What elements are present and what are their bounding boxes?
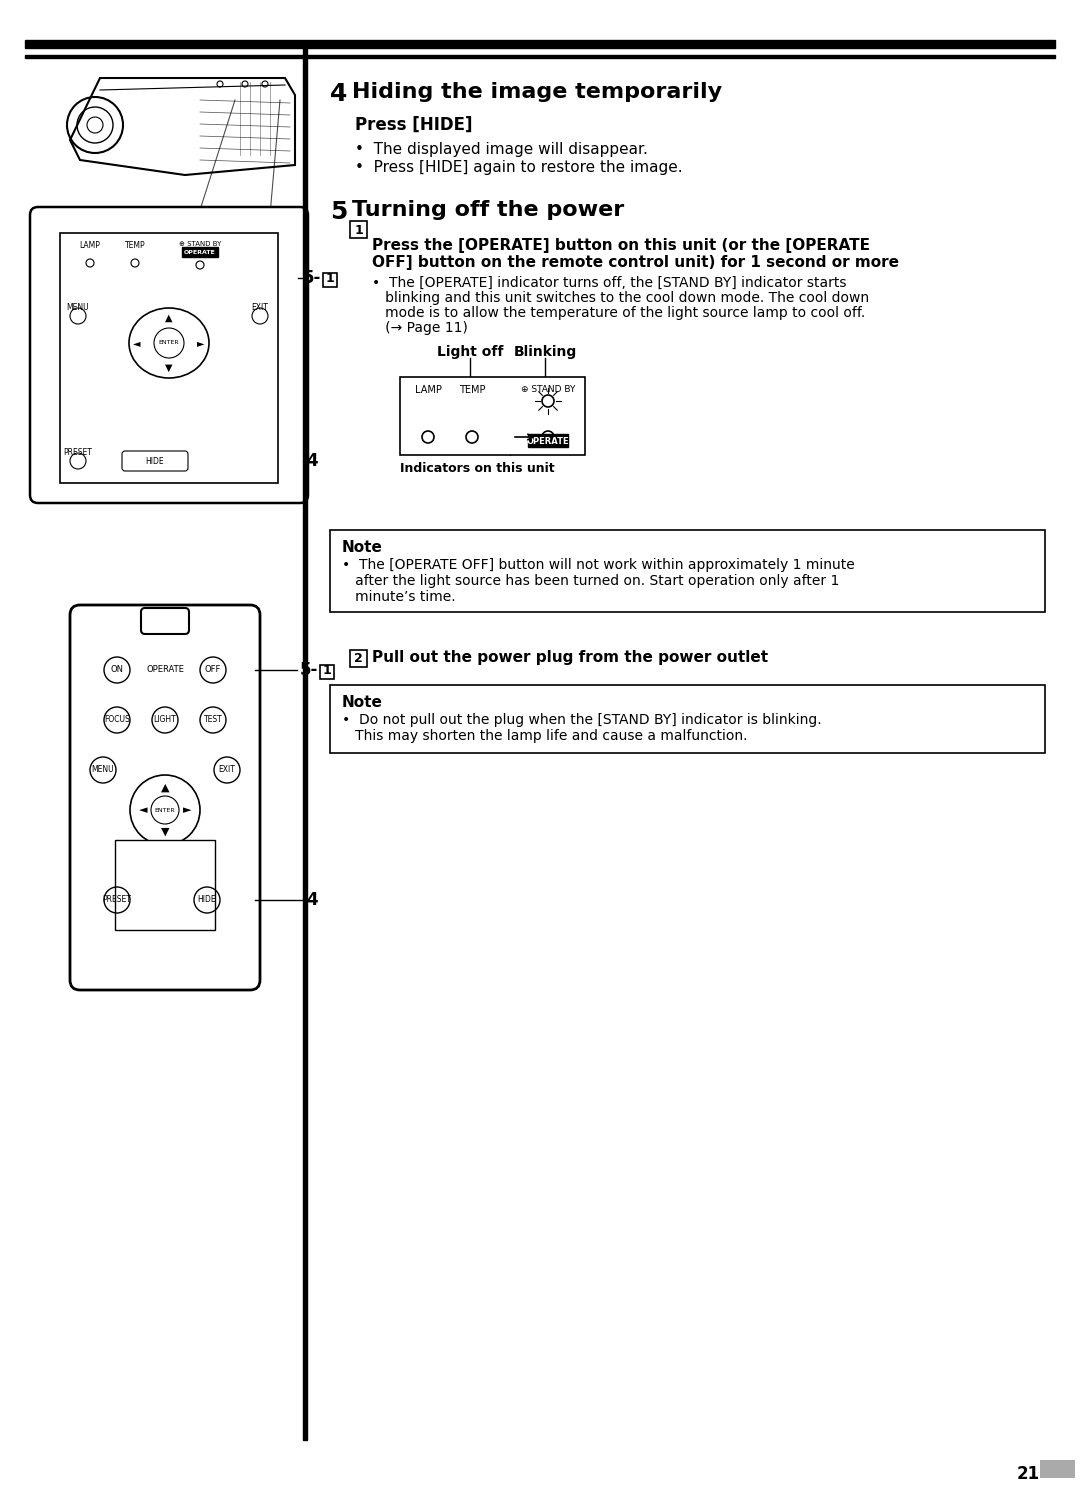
Text: LIGHT: LIGHT [153,716,176,725]
Text: ▲: ▲ [161,783,170,793]
Text: •  The [OPERATE OFF] button will not work within approximately 1 minute: • The [OPERATE OFF] button will not work… [342,558,854,572]
Text: OPERATE: OPERATE [184,249,216,254]
Text: ▼: ▼ [161,827,170,838]
Text: ►: ► [183,805,191,815]
Text: 4: 4 [330,82,348,105]
FancyBboxPatch shape [30,206,308,503]
Text: PRESET: PRESET [103,895,132,904]
Text: ON: ON [110,665,123,674]
Text: OFF] button on the remote control unit) for 1 second or more: OFF] button on the remote control unit) … [372,255,899,270]
Bar [25,40,1055,48]
Text: EXIT: EXIT [218,765,235,775]
Text: Press [HIDE]: Press [HIDE] [355,116,473,134]
Text: •  Do not pull out the plug when the [STAND BY] indicator is blinking.: • Do not pull out the plug when the [STA… [342,713,822,728]
Text: after the light source has been turned on. Start operation only after 1: after the light source has been turned o… [342,575,839,588]
Bar [330,685,1045,753]
Text: OPERATE: OPERATE [146,665,184,674]
FancyBboxPatch shape [141,607,189,634]
Bar [528,434,568,447]
Text: Indicators on this unit: Indicators on this unit [400,462,555,475]
Text: 1: 1 [354,224,363,236]
Text: 4: 4 [306,451,318,469]
Text: TEMP: TEMP [459,385,485,395]
Bar [350,221,367,238]
Text: ENTER: ENTER [154,808,175,812]
Text: PRESET: PRESET [64,448,93,457]
Bar [320,665,334,679]
Text: TEMP: TEMP [124,241,146,249]
Text: HIDE: HIDE [146,456,164,465]
Bar [350,650,367,667]
Bar [323,273,337,287]
Text: 4: 4 [306,891,318,909]
Text: LAMP: LAMP [80,241,100,249]
FancyBboxPatch shape [70,604,260,990]
Text: (→ Page 11): (→ Page 11) [372,321,468,336]
Text: HIDE: HIDE [198,895,216,904]
Text: TEST: TEST [204,716,222,725]
Bar [400,377,585,454]
Text: EXIT: EXIT [252,303,269,312]
Text: 21: 21 [1016,1466,1040,1484]
Bar [303,45,307,1440]
Text: ▼: ▼ [165,362,173,373]
Bar [183,247,218,257]
Text: minute’s time.: minute’s time. [342,590,456,604]
Text: Hiding the image temporarily: Hiding the image temporarily [352,82,723,102]
Text: ►: ► [198,339,205,347]
Text: ENTER: ENTER [159,340,179,346]
Text: ⊕ STAND BY: ⊕ STAND BY [179,241,221,247]
Text: 5-: 5- [300,661,319,679]
Bar [114,841,215,930]
Text: FOCUS: FOCUS [104,716,130,725]
Text: ▲: ▲ [165,313,173,324]
Text: 1: 1 [323,664,332,677]
Text: 2: 2 [354,652,363,665]
Text: OPERATE: OPERATE [527,437,569,446]
Text: Pull out the power plug from the power outlet: Pull out the power plug from the power o… [372,650,768,665]
Bar [60,233,278,483]
Text: Blinking: Blinking [513,345,577,359]
Text: blinking and this unit switches to the cool down mode. The cool down: blinking and this unit switches to the c… [372,291,869,304]
Bar [25,55,1055,58]
FancyBboxPatch shape [122,451,188,471]
Text: •  Press [HIDE] again to restore the image.: • Press [HIDE] again to restore the imag… [355,160,683,175]
Text: This may shorten the lamp life and cause a malfunction.: This may shorten the lamp life and cause… [342,729,747,742]
Bar [1040,1460,1075,1478]
Text: Note: Note [342,695,383,710]
Text: OFF: OFF [205,665,221,674]
Text: LAMP: LAMP [415,385,442,395]
Text: Press the [OPERATE] button on this unit (or the [OPERATE: Press the [OPERATE] button on this unit … [372,238,870,252]
Text: 5: 5 [330,200,348,224]
Text: •  The displayed image will disappear.: • The displayed image will disappear. [355,143,648,157]
Text: MENU: MENU [67,303,90,312]
Text: •  The [OPERATE] indicator turns off, the [STAND BY] indicator starts: • The [OPERATE] indicator turns off, the… [372,276,847,290]
Text: Light off: Light off [436,345,503,359]
Text: mode is to allow the temperature of the light source lamp to cool off.: mode is to allow the temperature of the … [372,306,865,319]
Text: MENU: MENU [92,765,114,775]
Text: ◄: ◄ [133,339,140,347]
Text: Note: Note [342,541,383,555]
Text: ◄: ◄ [138,805,147,815]
Text: 1: 1 [326,272,335,285]
Text: Turning off the power: Turning off the power [352,200,624,220]
Text: ⊕ STAND BY: ⊕ STAND BY [521,385,576,394]
Text: 5-: 5- [303,269,322,287]
Bar [330,530,1045,612]
